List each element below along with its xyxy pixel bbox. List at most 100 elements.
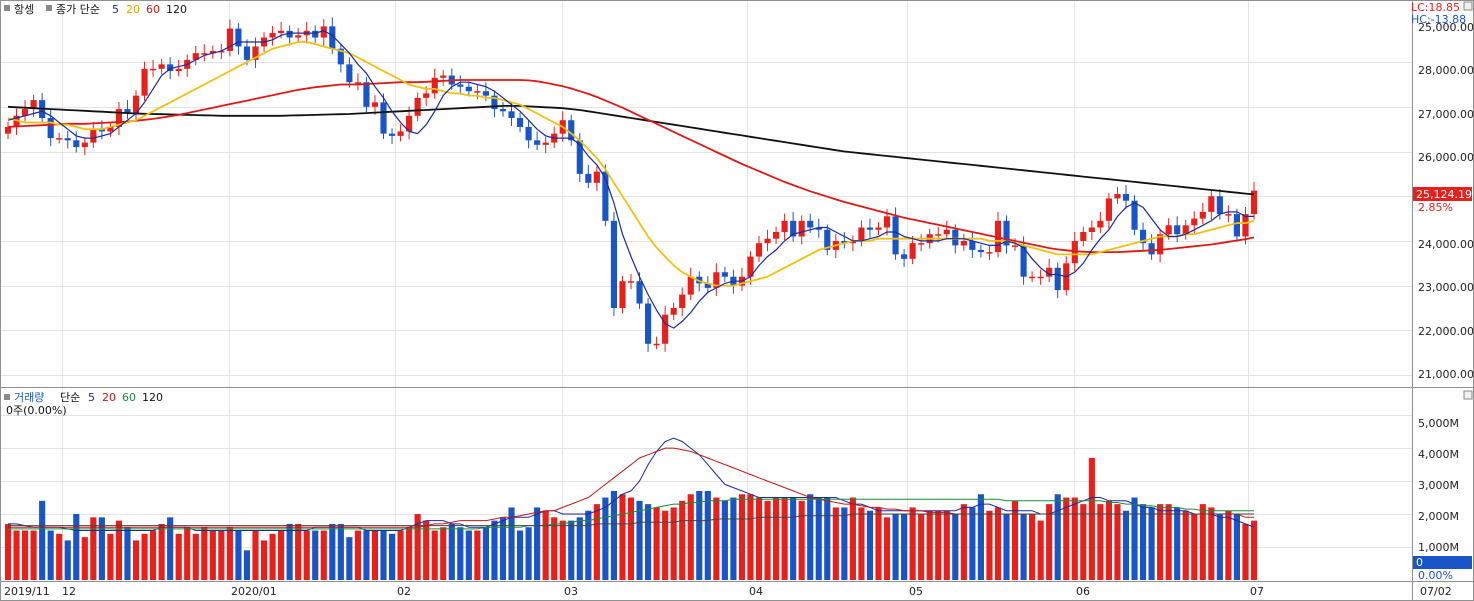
candle-body: [1131, 200, 1138, 230]
volume-bar: [824, 497, 831, 580]
candle-body: [1054, 267, 1061, 291]
candle-body: [90, 129, 97, 143]
volume-bar: [192, 533, 199, 580]
volume-bar: [158, 523, 165, 580]
volume-panel-scroll-button[interactable]: [1463, 390, 1473, 400]
volume-bar: [397, 530, 404, 580]
candle-body: [935, 234, 942, 236]
volume-bar: [960, 504, 967, 580]
volume-bar: [994, 507, 1002, 580]
ma20-label: 20: [126, 3, 140, 16]
volume-bar: [474, 530, 481, 580]
volume-bar: [1088, 457, 1095, 580]
volume-bar: [943, 510, 950, 580]
volume-bar: [1046, 504, 1053, 580]
candle-body: [619, 281, 626, 308]
price-plot-area[interactable]: [0, 0, 1412, 387]
candle-body: [1088, 227, 1095, 232]
price-y-axis[interactable]: 25,000.00 28,000.00 27,000.00 26,000.00 …: [1418, 21, 1474, 381]
volume-bar: [935, 510, 942, 580]
volume-current-pct: 0.00%: [1418, 569, 1453, 582]
candle-body: [440, 75, 447, 78]
volume-bar: [1054, 494, 1061, 580]
candle-body: [824, 229, 831, 250]
volume-bar: [141, 533, 148, 580]
last-price-label: 25,124.19: [1416, 188, 1472, 201]
volume-bar: [1122, 510, 1130, 580]
volume-bar: [1225, 510, 1232, 580]
candle-body: [866, 227, 874, 230]
x-tick-label: 05: [909, 585, 923, 598]
volume-bar: [98, 517, 105, 580]
candle-body: [1250, 190, 1258, 215]
volume-bar: [909, 507, 916, 580]
volume-bar: [440, 527, 447, 580]
volume-bar: [56, 533, 63, 580]
candle-body: [1174, 225, 1181, 235]
candle-body: [98, 129, 105, 132]
candle-body: [986, 252, 993, 254]
candle-body: [721, 272, 728, 277]
lc-label: LC:18.85: [1411, 1, 1460, 14]
volume-bar: [1003, 514, 1010, 580]
candle-body: [1037, 276, 1044, 279]
volume-bar: [832, 507, 839, 580]
volume-bar: [380, 530, 387, 580]
volume-bar: [1037, 520, 1044, 580]
candle-body: [132, 95, 140, 114]
volume-bar: [730, 497, 737, 580]
last-change-label: 2.85%: [1418, 201, 1453, 214]
candle-body: [1020, 245, 1027, 277]
price-legend[interactable]: 항셍 종가 단순 5 20 60 120: [4, 3, 187, 16]
candle-body: [47, 118, 54, 139]
volume-bar: [235, 530, 242, 580]
candle-body: [107, 126, 114, 132]
candle-body: [388, 133, 396, 136]
volume-bar: [1165, 504, 1172, 580]
candle-body: [167, 64, 174, 72]
candle-body: [397, 131, 404, 136]
volume-bar: [107, 533, 114, 580]
candle-body: [201, 53, 208, 55]
volume-bar: [926, 510, 933, 580]
candle-body: [901, 254, 908, 259]
instrument-name: 항셍: [14, 3, 34, 16]
volume-legend[interactable]: 거래량 단순 5 20 60 120 0주(0.00%): [4, 391, 163, 417]
volume-bar: [465, 530, 472, 580]
volume-bar: [901, 514, 908, 580]
candle-body: [704, 283, 711, 288]
candle-body: [474, 91, 481, 93]
candle-body: [457, 84, 464, 87]
candle-body: [124, 109, 131, 114]
volume-bar: [218, 530, 225, 580]
candle-body: [1029, 276, 1036, 279]
x-tick-label: 12: [62, 585, 76, 598]
vol-ma5-label: 5: [88, 391, 95, 404]
volume-current-badge: [1413, 556, 1472, 569]
candle-body: [465, 86, 472, 92]
volume-bar: [363, 530, 370, 580]
candle-body: [1046, 267, 1053, 277]
candle-body: [687, 276, 694, 295]
candle-body: [576, 140, 583, 174]
volume-bar: [1174, 507, 1181, 580]
candle-body: [243, 46, 251, 60]
x-axis[interactable]: 2019/11 12 2020/01 02 03 04 05 06 07 07/…: [4, 585, 1452, 598]
candle-body: [1165, 225, 1172, 235]
candle-body: [363, 82, 370, 107]
volume-bar: [39, 500, 46, 580]
volume-y-axis[interactable]: 5,000M 4,000M 3,000M 2,000M 1,000M: [1418, 417, 1459, 554]
volume-bar: [64, 540, 71, 580]
volume-bar: [875, 507, 882, 580]
price-panel-scroll-button[interactable]: [1463, 1, 1473, 11]
price-y-tick-label: 26,000.00: [1418, 151, 1474, 164]
volume-bar: [644, 504, 652, 580]
volume-bar: [337, 523, 344, 580]
price-y-tick-label: 21,000.00: [1418, 368, 1474, 381]
last-price-badge: [1413, 187, 1472, 201]
volume-bar: [687, 494, 694, 580]
candle-body: [969, 240, 976, 250]
volume-bar: [414, 514, 421, 580]
candle-body: [849, 240, 856, 244]
